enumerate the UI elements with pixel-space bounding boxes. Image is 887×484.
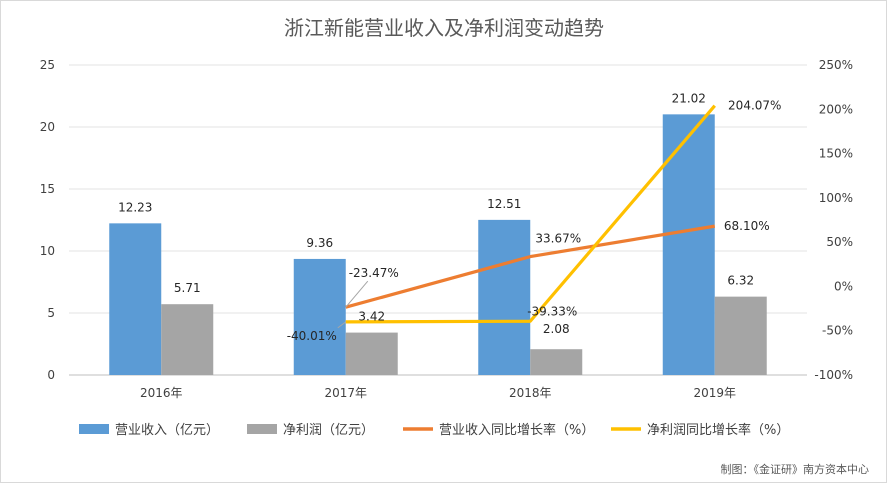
right-tick-label: 200% [819,102,853,116]
left-tick-label: 25 [40,58,55,72]
revenue-bar [478,219,531,375]
revenue-bar [293,258,346,375]
label-leader-line [345,280,369,308]
legend-label: 净利润同比增长率（%） [647,422,789,438]
net-profit-value-label: 3.42 [358,310,385,324]
net-profit-growth-line [345,104,716,324]
legend-swatch [79,424,109,434]
revenue-bar [662,114,715,376]
net-profit-bar [714,296,767,375]
category-label: 2017年 [324,386,367,400]
category-label: 2019年 [693,386,736,400]
net-profit-growth-label: 204.07% [728,99,781,113]
legend: 营业收入（亿元） 净利润（亿元） 营业收入同比增长率（%） 净利润同比增长率（%） [79,422,789,438]
revenue-growth-label: -23.47% [349,266,399,280]
lines [345,104,716,324]
right-tick-label: 150% [819,147,853,161]
revenue-growth-line [345,224,716,309]
left-tick-label: 10 [40,244,55,258]
right-tick-label: 250% [819,58,853,72]
legend-swatch [247,424,277,434]
revenue-growth-label: 33.67% [535,232,581,246]
left-tick-label: 5 [47,306,55,320]
net-profit-value-label: 5.71 [174,281,201,295]
label-leader-line [337,321,347,329]
net-profit-bar [345,332,398,375]
credit-text: 制图：《金证研》南方资本中心 [721,462,870,476]
net-profit-growth-label: -39.33% [527,304,577,318]
bars [109,114,767,376]
legend-label: 营业收入（亿元） [115,423,219,438]
data-labels: 12.23 9.36 12.51 21.02 5.71 3.42 2.08 6.32 -23.4… [118,91,781,343]
chart-title: 浙江新能营业收入及净利润变动趋势 [284,16,604,40]
category-label: 2018年 [509,386,552,400]
left-tick-label: 0 [47,368,55,382]
right-axis: -100% -50% 0% 50% 100% 150% 200% 250% [814,58,853,382]
net-profit-bar [530,349,583,375]
category-label: 2016年 [140,386,183,400]
revenue-value-label: 21.02 [672,91,706,105]
revenue-value-label: 9.36 [306,236,333,250]
left-tick-label: 15 [40,182,55,196]
left-tick-label: 20 [40,120,55,134]
right-tick-label: 100% [819,191,853,205]
revenue-bar [109,223,162,375]
revenue-value-label: 12.51 [487,197,521,211]
x-axis-categories: 2016年 2017年 2018年 2019年 [140,386,736,400]
net-profit-value-label: 2.08 [543,322,570,336]
right-tick-label: -100% [814,368,853,382]
net-profit-value-label: 6.32 [727,274,754,288]
legend-item: 营业收入同比增长率（%） [403,422,594,438]
legend-item: 净利润同比增长率（%） [611,422,789,438]
legend-label: 净利润（亿元） [283,423,374,438]
right-tick-label: 50% [826,235,853,249]
left-axis: 0 5 10 15 20 25 [40,58,55,382]
net-profit-growth-label: -40.01% [287,329,337,343]
revenue-value-label: 12.23 [118,200,152,214]
right-tick-label: -50% [822,324,853,338]
right-tick-label: 0% [834,279,853,293]
legend-label: 营业收入同比增长率（%） [439,422,594,438]
net-profit-bar [161,304,214,375]
legend-item: 营业收入（亿元） [79,423,219,438]
revenue-growth-label: 68.10% [724,219,770,233]
legend-item: 净利润（亿元） [247,423,374,438]
